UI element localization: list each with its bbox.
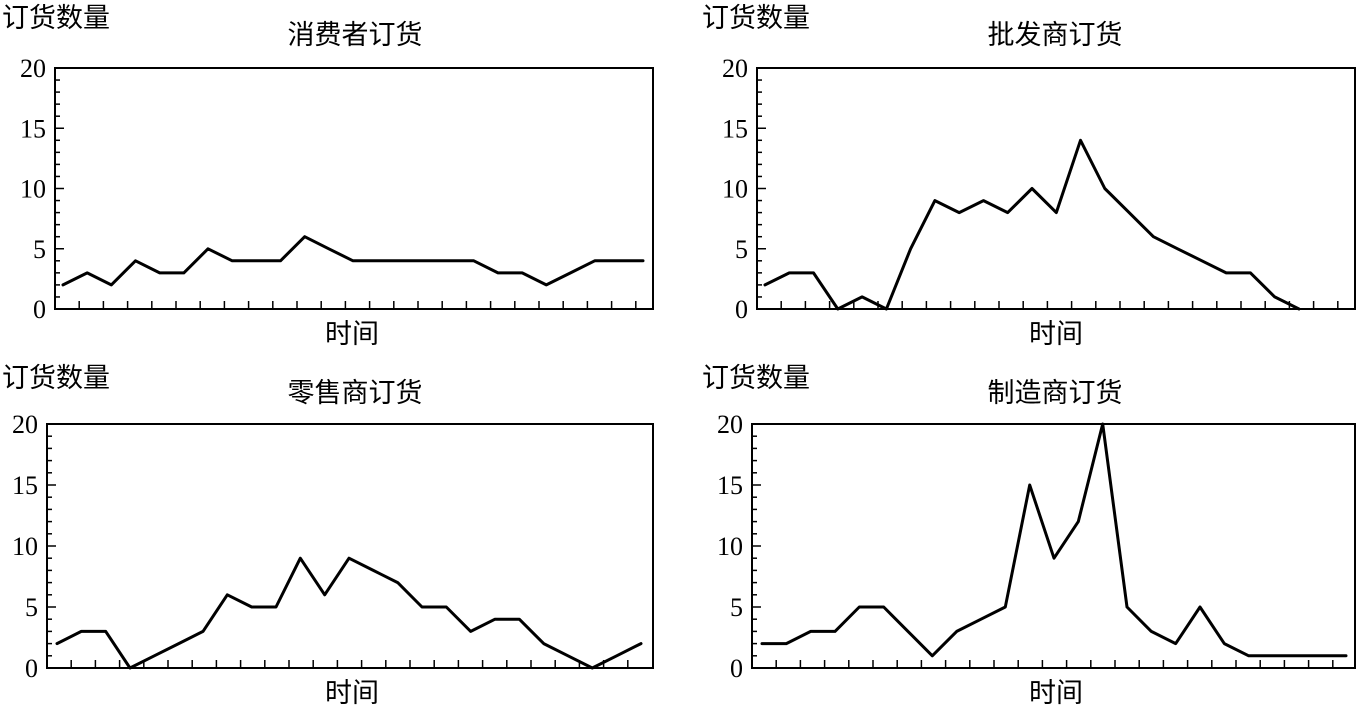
chart-title: 制造商订货 — [988, 378, 1123, 409]
y-tick-label: 10 — [717, 532, 743, 561]
y-tick-label: 15 — [722, 114, 748, 143]
panel-wholesaler-orders: 订货数量 批发商订货 0 5 10 15 20 时间 — [702, 3, 1356, 350]
y-axis-label: 订货数量 — [2, 363, 110, 394]
panel-retailer-orders: 订货数量 零售商订货 0 5 10 15 20 时间 — [2, 363, 654, 708]
y-tick-label: 20 — [20, 54, 46, 83]
y-axis-ticks: 0 5 10 15 20 — [717, 410, 761, 683]
x-axis-label: 时间 — [325, 319, 379, 350]
y-tick-label: 15 — [12, 471, 38, 500]
y-axis-ticks: 0 5 10 15 20 — [12, 410, 56, 683]
x-axis-ticks — [780, 301, 1339, 309]
plot-frame — [46, 423, 654, 669]
y-tick-label: 10 — [12, 532, 38, 561]
x-axis-ticks — [70, 660, 629, 668]
y-tick-label: 10 — [20, 175, 46, 204]
plot-frame — [751, 423, 1356, 669]
panel-consumer-orders: 订货数量 消费者订货 0 5 10 15 20 时间 — [2, 3, 654, 350]
y-tick-label: 15 — [20, 114, 46, 143]
chart-title: 消费者订货 — [288, 20, 423, 51]
x-axis-label: 时间 — [1029, 319, 1083, 350]
y-tick-label: 5 — [735, 235, 748, 264]
chart-title: 批发商订货 — [988, 20, 1123, 51]
y-axis-label: 订货数量 — [702, 363, 810, 394]
x-axis-label: 时间 — [325, 678, 379, 708]
y-tick-label: 10 — [722, 175, 748, 204]
chart-title: 零售商订货 — [288, 378, 423, 409]
y-tick-label: 20 — [722, 54, 748, 83]
plot-frame — [54, 67, 654, 310]
y-axis-label: 订货数量 — [702, 3, 810, 34]
series-line — [55, 556, 643, 670]
y-tick-label: 5 — [25, 593, 38, 622]
x-axis-ticks — [775, 660, 1334, 668]
series-line — [760, 422, 1348, 658]
y-axis-label: 订货数量 — [2, 3, 110, 34]
y-tick-label: 5 — [730, 593, 743, 622]
x-axis-label: 时间 — [1029, 678, 1083, 708]
y-tick-label: 0 — [25, 654, 38, 683]
y-tick-label: 20 — [717, 410, 743, 439]
series-line — [61, 235, 645, 287]
plot-frame — [756, 67, 1356, 310]
y-tick-label: 0 — [735, 295, 748, 324]
x-axis-ticks — [78, 301, 637, 309]
panel-manufacturer-orders: 订货数量 制造商订货 0 5 10 15 20 时间 — [702, 363, 1356, 708]
y-axis-ticks: 0 5 10 15 20 — [20, 54, 64, 324]
y-tick-label: 0 — [730, 654, 743, 683]
y-tick-label: 0 — [33, 295, 46, 324]
y-tick-label: 5 — [33, 235, 46, 264]
y-tick-label: 15 — [717, 471, 743, 500]
series-line — [763, 138, 1301, 311]
y-tick-label: 20 — [12, 410, 38, 439]
y-axis-ticks: 0 5 10 15 20 — [722, 54, 766, 324]
